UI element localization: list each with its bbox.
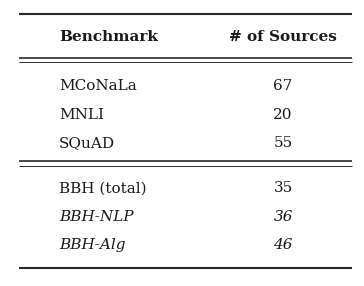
Text: 36: 36 [273,210,293,224]
Text: BBH-NLP: BBH-NLP [59,210,134,224]
Text: SQuAD: SQuAD [59,136,115,150]
Text: # of Sources: # of Sources [229,30,337,44]
Text: 20: 20 [273,108,293,122]
Text: 35: 35 [273,181,293,195]
Text: 67: 67 [273,79,293,93]
Text: 55: 55 [273,136,293,150]
Text: MNLI: MNLI [59,108,104,122]
Text: BBH-Alg: BBH-Alg [59,238,126,252]
Text: MCoNaLa: MCoNaLa [59,79,137,93]
Text: Benchmark: Benchmark [59,30,158,44]
Text: BBH (total): BBH (total) [59,181,147,195]
Text: 46: 46 [273,238,293,252]
